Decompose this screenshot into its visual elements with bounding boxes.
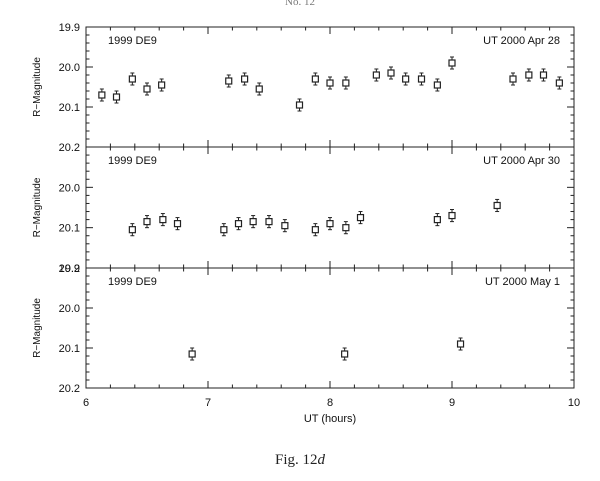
data-point [341, 350, 349, 358]
data-point [98, 91, 106, 99]
y-axis-label: R−Magnitude [32, 177, 43, 237]
y-tick-label: 19.9 [59, 22, 80, 34]
object-label: 1999 DE9 [108, 276, 157, 288]
data-point [234, 220, 243, 228]
y-tick-label: 20.0 [59, 182, 80, 194]
y-tick-label: 20.1 [59, 343, 80, 355]
data-point [128, 226, 136, 234]
data-point [241, 75, 249, 83]
data-point [249, 218, 257, 226]
data-point [112, 93, 121, 101]
data-point [342, 224, 350, 232]
data-point [433, 81, 441, 89]
caption-panel-letter: d [317, 452, 326, 468]
data-point [143, 85, 151, 93]
y-tick-label: 20.2 [59, 142, 80, 154]
data-point [158, 81, 166, 89]
date-label: UT 2000 Apr 28 [483, 35, 560, 47]
data-point [326, 220, 334, 228]
data-point [539, 71, 548, 79]
data-point [311, 75, 319, 83]
data-point [433, 216, 441, 224]
y-tick-label: 20.1 [59, 223, 80, 235]
data-point [456, 340, 465, 348]
panel-2: 20.0 20.1 20.2 R−Magnitude 1999 DE9 UT 2000 A… [32, 146, 575, 275]
x-axis-label: UT (hours) [304, 413, 356, 425]
panel-1: 19.9 20.0 20.1 20.2 R−Magnitude 1999 DE9 UT 20… [32, 22, 575, 154]
data-point [220, 226, 228, 234]
data-point [188, 350, 196, 358]
x-tick-label: 6 [83, 397, 89, 409]
data-point [159, 216, 167, 224]
data-point [525, 71, 533, 79]
data-point [128, 75, 136, 83]
data-point [295, 101, 304, 109]
y-tick-label: 19.9 [59, 263, 80, 275]
x-tick-label: 10 [568, 397, 580, 409]
caption-prefix: Fig. 12 [274, 452, 318, 468]
y-tick-label: 20.1 [59, 102, 80, 114]
data-point [417, 75, 426, 83]
data-point [143, 218, 151, 226]
data-point [356, 213, 365, 222]
x-tick-label: 9 [449, 397, 455, 409]
data-point [372, 71, 380, 79]
data-point [342, 79, 350, 87]
panel-3: 19.9 20.0 20.1 20.2 R−Magnitude 1999 DE9 UT 20… [32, 263, 575, 395]
data-point [265, 218, 273, 226]
data-point [326, 79, 334, 87]
y-tick-label: 20.0 [59, 62, 80, 74]
data-point [281, 222, 289, 230]
y-axis-label: R−Magnitude [32, 57, 43, 117]
data-point [402, 75, 410, 83]
y-tick-label: 20.2 [59, 383, 80, 395]
x-tick-label: 7 [205, 397, 211, 409]
data-point [448, 211, 456, 220]
light-curve-figure: 19.9 20.0 20.1 20.2 R−Magnitude 1999 DE9 UT 20… [32, 22, 580, 425]
data-point [509, 75, 517, 83]
object-label: 1999 DE9 [108, 155, 157, 167]
data-point [225, 77, 233, 85]
data-point [387, 69, 395, 77]
date-label: UT 2000 May 1 [485, 276, 560, 288]
data-point [493, 201, 501, 210]
data-point [255, 85, 263, 93]
y-tick-label: 20.2 [59, 263, 80, 275]
y-tick-label: 20.0 [59, 303, 80, 315]
data-point [448, 59, 456, 67]
data-point [311, 226, 319, 234]
figure-caption: Fig. 12d [0, 452, 600, 469]
x-tick-label: 8 [327, 397, 333, 409]
object-label: 1999 DE9 [108, 35, 157, 47]
running-head: No. 12 [285, 0, 315, 8]
data-point [173, 220, 182, 228]
data-point [555, 79, 563, 87]
date-label: UT 2000 Apr 30 [483, 155, 560, 167]
y-axis-label: R−Magnitude [32, 298, 43, 358]
